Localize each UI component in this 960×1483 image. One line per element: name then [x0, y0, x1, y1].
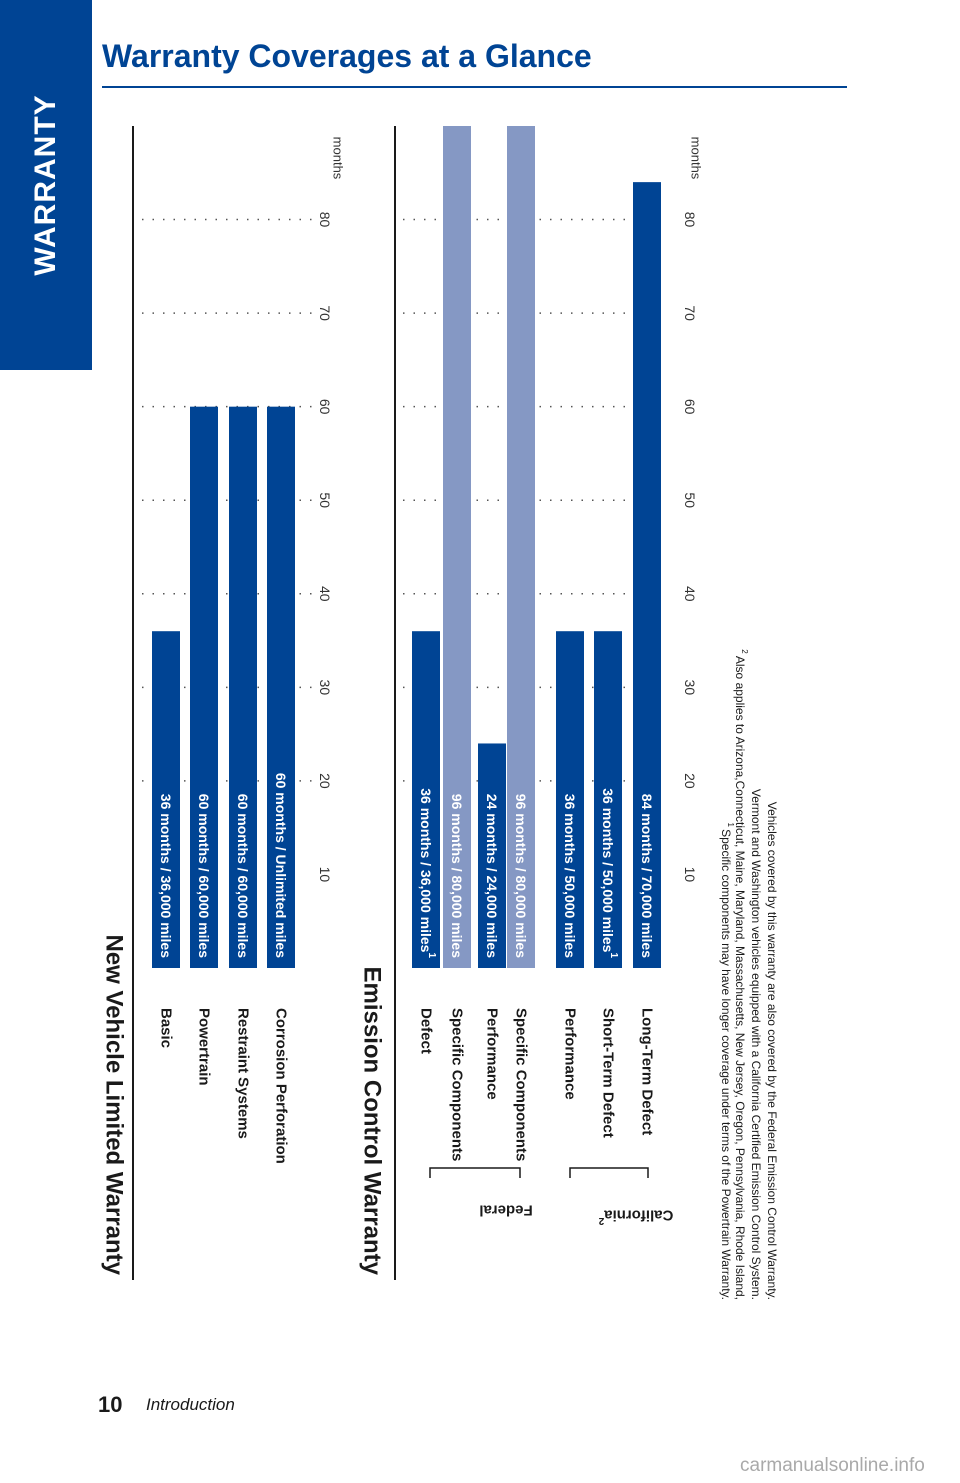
bar-label: 36 months / 36,000 miles1	[418, 788, 437, 958]
footnote-ref: 1	[426, 952, 437, 958]
tick-label: 60	[317, 399, 333, 415]
bar-label: 84 months / 70,000 miles	[639, 794, 655, 958]
tick-label: 30	[317, 680, 333, 696]
footnote-text: Also applies to Arizona,Connecticut, Mai…	[733, 656, 747, 1300]
category-label: Defect	[418, 1008, 435, 1054]
category-label: Basic	[158, 1008, 175, 1048]
bar-label: 36 months / 36,000 miles	[158, 794, 174, 958]
footnote: 2 Also applies to Arizona,Connecticut, M…	[733, 649, 749, 1300]
side-tab: WARRANTY	[0, 0, 92, 370]
bar	[556, 631, 584, 968]
bar	[190, 406, 218, 969]
footnote-text: Specific components may have longer cove…	[719, 829, 733, 1300]
title-divider	[102, 86, 847, 88]
watermark: carmanualsonline.info	[740, 1455, 925, 1476]
tick-label: 10	[682, 867, 698, 883]
bar-label: 96 months / 80,000 miles	[449, 794, 465, 958]
tick-label: 40	[317, 586, 333, 602]
category-label: Specific Components	[449, 1008, 466, 1161]
category-label: Long-Term Defect	[639, 1008, 656, 1135]
tick-label: 20	[317, 773, 333, 789]
chart-new-vehicle-limited-warranty: New Vehicle Limited Warranty 10 20 30 40 50 60…	[101, 126, 346, 1280]
footnote-text: Vehicles covered by this warranty are al…	[765, 802, 779, 1300]
chart-emission-control-warranty: Emission Control Warranty 10 20 30 40 50 60 70 8…	[359, 126, 704, 1280]
page-number: 10	[98, 1392, 123, 1417]
category-label: Performance	[484, 1008, 501, 1100]
category-label: Specific Components	[513, 1008, 530, 1161]
bar-label: 96 months / 80,000 miles	[513, 794, 529, 958]
footnote-mark: 2	[740, 649, 749, 656]
page-section: Introduction	[146, 1395, 235, 1414]
category-label: Corrosion Perforation	[273, 1008, 290, 1164]
footnote-text: Vermont and Washington vehicles equipped…	[749, 789, 763, 1300]
bar	[443, 126, 471, 968]
category-label: Performance	[562, 1008, 579, 1100]
tick-label: 50	[317, 492, 333, 508]
chart-title: New Vehicle Limited Warranty	[101, 934, 128, 1275]
footnote: 1 Specific components may have longer co…	[719, 822, 735, 1300]
tick-label: 80	[317, 212, 333, 228]
bar-label: 36 months / 50,000 miles1	[600, 788, 619, 958]
group-label: Federal	[479, 1202, 532, 1219]
bar	[267, 406, 295, 969]
bar	[152, 631, 180, 968]
footnote-mark: 1	[726, 822, 735, 829]
category-label: Short-Term Defect	[600, 1008, 617, 1138]
bar	[412, 631, 440, 968]
unit-label: months	[331, 137, 346, 180]
tick-label: 70	[317, 305, 333, 321]
unit-label: months	[689, 137, 704, 180]
footnote-ref: 2	[598, 1215, 604, 1226]
footnote: Vehicles covered by this warranty are al…	[765, 802, 779, 1300]
tick-label: 50	[682, 492, 698, 508]
tick-label: 40	[682, 586, 698, 602]
bar-label: 60 months / 60,000 miles	[196, 794, 212, 958]
page-title: Warranty Coverages at a Glance	[102, 38, 592, 74]
footnotes: 1 Specific components may have longer co…	[719, 649, 779, 1300]
bar-label: 36 months / 50,000 miles	[562, 794, 578, 958]
bar	[478, 743, 506, 968]
footnote-ref: 1	[608, 952, 619, 958]
category-label: Powertrain	[196, 1008, 213, 1086]
chart-title: Emission Control Warranty	[359, 967, 386, 1276]
tick-label: 70	[682, 305, 698, 321]
group-label: California2	[598, 1207, 673, 1227]
tick-label: 30	[682, 680, 698, 696]
bar	[633, 182, 661, 969]
tick-label: 20	[682, 773, 698, 789]
tick-label: 60	[682, 399, 698, 415]
group-bracket	[569, 1167, 649, 1178]
tick-label: 10	[317, 867, 333, 883]
bar	[229, 406, 257, 969]
group-bracket	[429, 1167, 521, 1178]
bar	[507, 126, 535, 968]
footnote: Vermont and Washington vehicles equipped…	[749, 789, 763, 1300]
tick-label: 80	[682, 212, 698, 228]
bar-label: 24 months / 24,000 miles	[484, 794, 500, 958]
bar-label: 60 months / Unlimited miles	[273, 773, 289, 958]
bar-label: 60 months / 60,000 miles	[235, 794, 251, 958]
bar	[594, 631, 622, 968]
category-label: Restraint Systems	[235, 1008, 252, 1139]
